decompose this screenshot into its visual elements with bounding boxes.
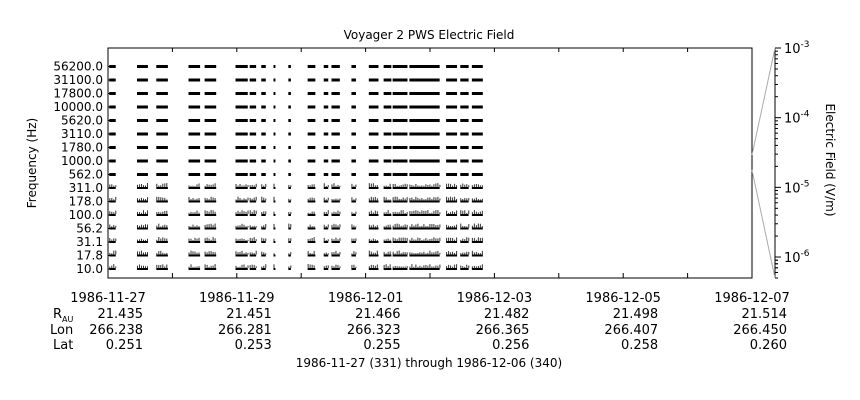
data-segment: [235, 65, 249, 270]
ephem-value: 0.251: [106, 338, 143, 353]
chart-title: Voyager 2 PWS Electric Field: [344, 28, 515, 42]
colorbar: 10-3 10-4 10-5 10-6: [751, 40, 810, 279]
data-segment: [368, 65, 379, 270]
ephem-value: 266.407: [604, 323, 658, 338]
ephem-value: 266.238: [89, 323, 143, 338]
y-tick-label: 5620.0: [61, 114, 103, 128]
ephem-value: 266.281: [218, 323, 272, 338]
ephem-value: 0.256: [492, 338, 529, 353]
data-segment: [136, 65, 148, 270]
y-tick-label: 10000.0: [53, 100, 103, 114]
data-segment: [446, 65, 458, 270]
x-tick-label: 1986-12-01: [328, 291, 404, 306]
y-tick-label: 1780.0: [61, 141, 103, 155]
data-segment: [288, 65, 292, 270]
ephem-value: 0.258: [621, 338, 658, 353]
data-segment: [323, 65, 329, 270]
data-segment: [109, 65, 117, 270]
ephem-label-lat: Lat: [53, 338, 73, 353]
x-tick-label: 1986-12-05: [585, 291, 661, 306]
data-segment: [471, 65, 483, 270]
ephem-value: 266.450: [733, 323, 787, 338]
colorbar-link-top: [751, 47, 776, 156]
data-segment: [409, 65, 441, 270]
y-tick-label: 17.8: [76, 249, 103, 263]
data-segment: [392, 65, 408, 270]
colorbar-tick-label: 10-3: [784, 40, 810, 57]
ephem-value: 21.435: [98, 307, 144, 322]
y-tick-label: 17800.0: [53, 87, 103, 101]
data-segment: [351, 65, 357, 270]
ephem-value: 266.323: [347, 323, 401, 338]
data-segment: [307, 65, 316, 270]
ephem-label-r: RAU: [53, 307, 74, 324]
data-segment: [204, 65, 217, 270]
colorbar-tick-label: 10-4: [784, 110, 810, 127]
y-tick-label: 56200.0: [53, 60, 103, 74]
colorbar-tick-label: 10-5: [784, 179, 810, 196]
frequency-axis: 56200.031100.017800.010000.05620.03110.0…: [53, 60, 113, 276]
y-tick-label: 178.0: [69, 195, 103, 209]
y-tick-label: 56.2: [76, 222, 103, 236]
y-tick-label: 10.0: [76, 262, 103, 276]
plot-frame: [107, 47, 753, 279]
ephem-value: 21.514: [742, 307, 788, 322]
x-tick-label: 1986-11-27: [70, 291, 146, 306]
y-axis-label: Frequency (Hz): [25, 118, 39, 209]
y-tick-label: 100.0: [69, 208, 103, 222]
y-tick-label: 311.0: [69, 181, 103, 195]
data-segment: [156, 65, 168, 270]
colorbar-link-bottom: [751, 169, 776, 279]
data-segment: [249, 65, 257, 270]
data-segment: [460, 65, 470, 270]
ephem-value: 0.255: [363, 338, 400, 353]
time-axis: 1986-11-27 1986-11-29 1986-12-01 1986-12-03…: [70, 48, 790, 306]
ephem-value: 266.365: [476, 323, 530, 338]
y-tick-label: 31.1: [76, 235, 103, 249]
data-segment: [273, 65, 276, 270]
x-tick-label: 1986-12-07: [714, 291, 790, 306]
data-segment: [261, 65, 267, 270]
y-tick-label: 3110.0: [61, 127, 103, 141]
data-segment: [383, 65, 392, 270]
ephem-value: 21.482: [484, 307, 530, 322]
y-tick-label: 1000.0: [61, 154, 103, 168]
colorbar-tick-label: 10-6: [784, 249, 810, 266]
y-tick-label: 562.0: [69, 168, 103, 182]
x-axis-label: 1986-11-27 (331) through 1986-12-06 (340…: [296, 356, 562, 370]
ephem-value: 21.498: [613, 307, 659, 322]
data-segments: [109, 65, 483, 270]
y-tick-label: 31100.0: [53, 73, 103, 87]
ephem-value: 21.451: [226, 307, 272, 322]
x-tick-label: 1986-12-03: [457, 291, 533, 306]
data-segment: [188, 65, 201, 270]
ephem-value: 21.466: [355, 307, 401, 322]
data-segment: [331, 65, 341, 270]
ephem-value: 0.253: [235, 338, 272, 353]
ephem-value: 0.260: [750, 338, 787, 353]
colorbar-label: Electric Field (V/m): [823, 103, 837, 216]
x-tick-label: 1986-11-29: [199, 291, 275, 306]
ephem-label-lon: Lon: [50, 323, 73, 338]
